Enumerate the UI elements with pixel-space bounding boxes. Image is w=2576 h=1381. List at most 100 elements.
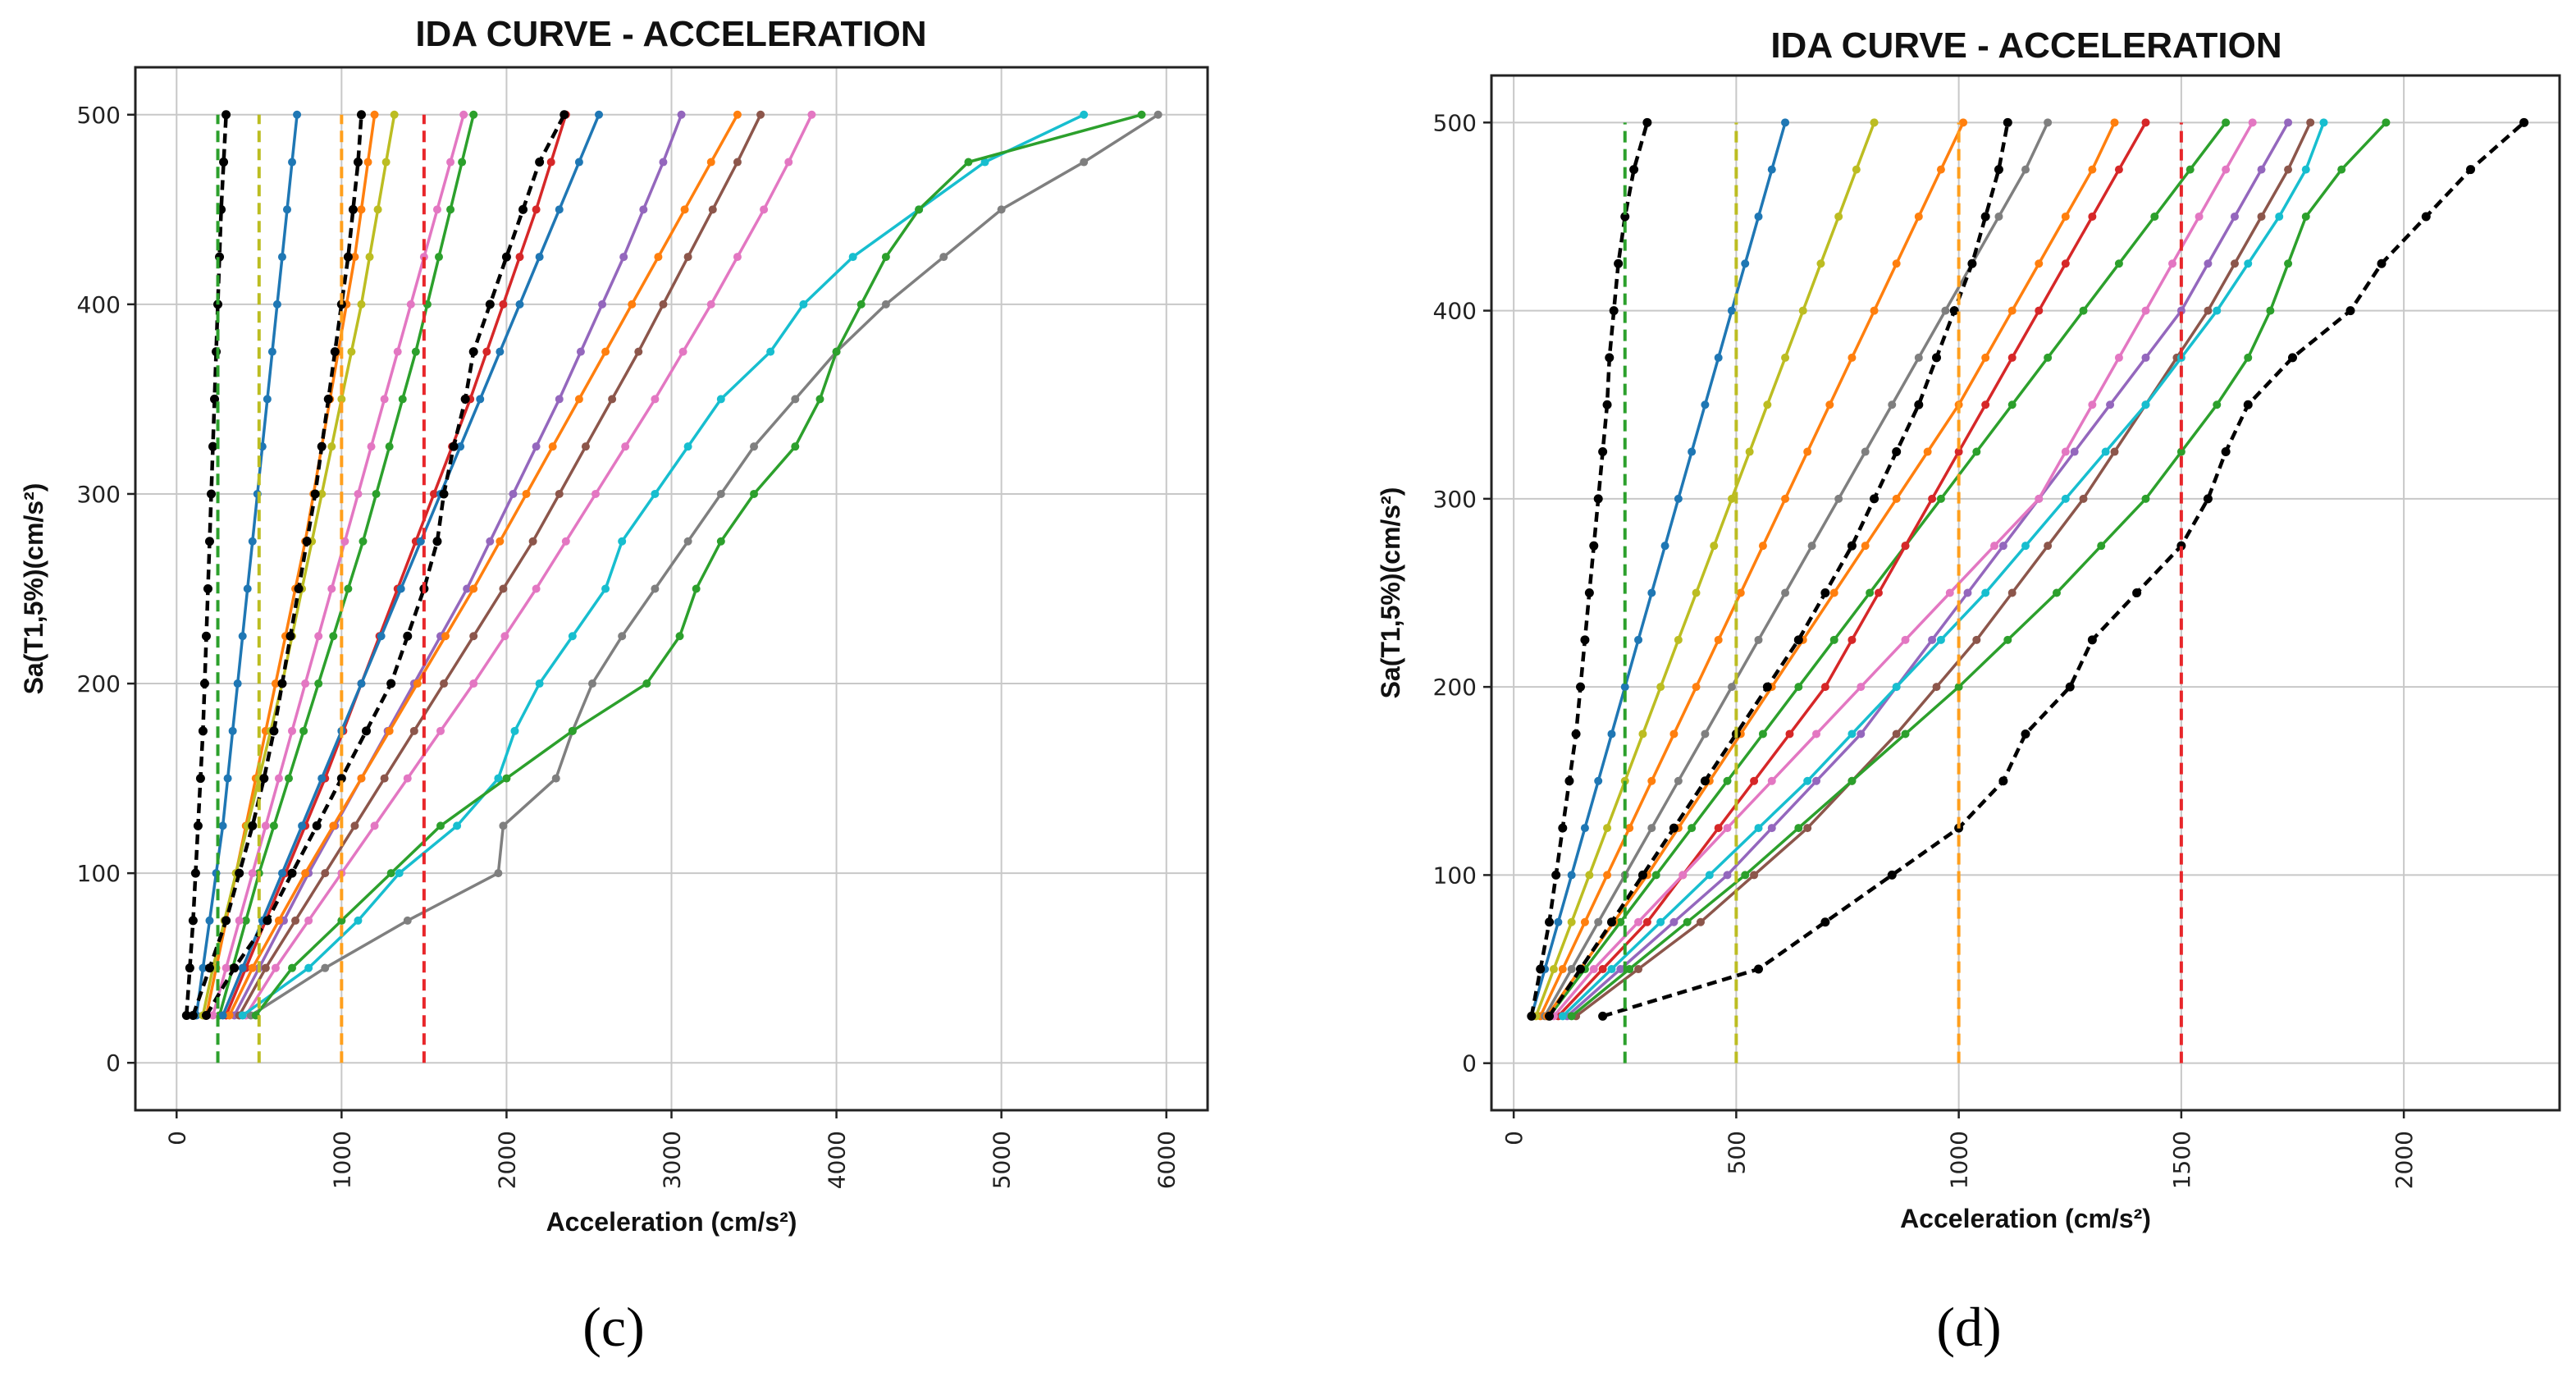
data-point bbox=[453, 821, 462, 830]
data-point bbox=[398, 395, 407, 404]
data-point bbox=[321, 963, 330, 972]
data-point bbox=[555, 205, 564, 214]
data-point bbox=[1963, 588, 1972, 597]
data-point bbox=[1536, 964, 1546, 974]
series-line bbox=[211, 114, 465, 1016]
data-point bbox=[659, 158, 668, 167]
series-line bbox=[228, 113, 739, 1017]
data-point bbox=[939, 253, 948, 262]
data-point bbox=[482, 347, 491, 356]
data-point bbox=[2222, 165, 2231, 174]
data-point bbox=[2003, 635, 2012, 644]
data-point bbox=[1803, 824, 1812, 833]
data-point bbox=[2306, 118, 2315, 127]
data-point bbox=[330, 347, 340, 357]
data-point bbox=[1727, 306, 1736, 315]
data-point bbox=[372, 489, 381, 498]
data-point bbox=[1727, 494, 1736, 503]
data-point bbox=[1598, 965, 1607, 974]
data-point bbox=[354, 489, 363, 498]
series-line bbox=[244, 114, 813, 1017]
data-point bbox=[639, 205, 648, 214]
y-tick-label: 300 bbox=[77, 481, 121, 508]
data-point bbox=[1669, 729, 1679, 739]
grid bbox=[1491, 75, 2560, 1110]
data-point bbox=[356, 110, 366, 120]
data-point bbox=[551, 774, 560, 783]
data-point bbox=[274, 916, 283, 925]
data-point bbox=[1674, 635, 1683, 644]
data-point bbox=[601, 347, 610, 356]
data-point bbox=[2114, 353, 2123, 362]
data-point bbox=[204, 963, 214, 973]
data-point bbox=[2087, 635, 2097, 645]
data-point bbox=[1607, 965, 1616, 974]
data-point bbox=[1558, 1012, 1567, 1021]
data-point bbox=[1692, 588, 1701, 597]
x-tick-label: 2000 bbox=[2391, 1131, 2418, 1189]
data-point bbox=[1892, 447, 1902, 457]
data-point bbox=[403, 774, 412, 783]
series-line bbox=[201, 114, 396, 1016]
data-point bbox=[496, 347, 505, 356]
series-line bbox=[238, 114, 762, 1017]
data-point bbox=[1820, 588, 1830, 597]
data-point bbox=[1848, 729, 1857, 739]
data-point bbox=[282, 205, 291, 214]
data-point bbox=[446, 158, 455, 167]
data-point bbox=[188, 916, 198, 926]
data-point bbox=[499, 300, 508, 309]
data-point bbox=[1647, 776, 1656, 785]
data-point bbox=[1656, 917, 1665, 926]
data-point bbox=[1679, 871, 1688, 880]
series-record-01 bbox=[192, 110, 302, 1020]
y-axis: 0 100 200 300 400 500 bbox=[1433, 109, 1491, 1077]
data-point bbox=[1714, 824, 1723, 833]
data-point bbox=[271, 679, 280, 688]
data-point bbox=[459, 110, 468, 119]
data-point bbox=[348, 204, 358, 214]
x-tick-label: 4000 bbox=[824, 1131, 851, 1189]
data-point bbox=[654, 253, 663, 262]
data-point bbox=[225, 1011, 234, 1020]
series-record-07 bbox=[241, 110, 816, 1020]
data-point bbox=[1551, 870, 1561, 880]
data-point bbox=[1812, 729, 1821, 739]
data-point bbox=[208, 441, 218, 451]
data-point bbox=[434, 253, 443, 262]
data-point bbox=[708, 205, 717, 214]
data-point bbox=[1820, 917, 1830, 927]
data-point bbox=[642, 679, 651, 688]
data-point bbox=[277, 869, 286, 878]
data-point bbox=[235, 868, 244, 878]
data-point bbox=[386, 869, 395, 878]
data-point bbox=[733, 158, 742, 167]
data-point bbox=[2052, 588, 2061, 597]
data-point bbox=[432, 537, 442, 546]
data-point bbox=[548, 442, 557, 451]
data-point bbox=[1750, 776, 1759, 785]
series-line bbox=[221, 114, 601, 1017]
plot-area bbox=[1527, 117, 2529, 1021]
data-point bbox=[2110, 118, 2119, 127]
data-point bbox=[248, 821, 258, 830]
data-point bbox=[263, 916, 272, 926]
data-point bbox=[317, 489, 327, 498]
data-point bbox=[634, 347, 643, 356]
data-point bbox=[314, 632, 323, 641]
data-point bbox=[1745, 447, 1754, 456]
x-axis-title: Acceleration (cm/s²) bbox=[1900, 1204, 2151, 1233]
data-point bbox=[277, 679, 287, 688]
data-point bbox=[2021, 542, 2030, 551]
series-line bbox=[1552, 121, 2254, 1017]
data-point bbox=[1701, 400, 1710, 409]
data-point bbox=[1990, 542, 1999, 551]
data-point bbox=[683, 253, 692, 262]
data-point bbox=[2003, 117, 2012, 127]
y-tick-label: 300 bbox=[1433, 486, 1477, 513]
data-point bbox=[2319, 118, 2328, 127]
data-point bbox=[706, 300, 715, 309]
data-point bbox=[1696, 917, 1705, 926]
data-point bbox=[1549, 965, 1558, 974]
data-point bbox=[1642, 917, 1651, 926]
